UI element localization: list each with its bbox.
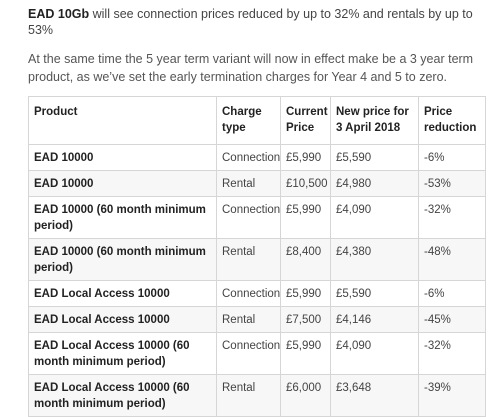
cell-charge-type: Connection xyxy=(216,196,281,239)
cell-new-price: £5,590 xyxy=(330,144,419,171)
intro-text: will see connection prices reduced by up… xyxy=(28,7,473,37)
article-content: EAD 10Gb will see connection prices redu… xyxy=(28,6,488,417)
table-row: EAD Local Access 10000 (60 month minimum… xyxy=(28,332,486,375)
header-current-price: Current Price xyxy=(280,96,331,145)
cell-new-price: £5,590 xyxy=(330,280,419,307)
cell-product: EAD Local Access 10000 (60 month minimum… xyxy=(28,374,217,417)
cell-price-reduction: -6% xyxy=(418,144,486,171)
table-row: EAD Local Access 10000 Connection £5,990… xyxy=(28,280,486,307)
cell-new-price: £4,380 xyxy=(330,238,419,281)
cell-product: EAD 10000 xyxy=(28,144,217,171)
cell-new-price: £4,090 xyxy=(330,332,419,375)
header-new-price: New price for 3 April 2018 xyxy=(330,96,419,145)
table-row: EAD Local Access 10000 (60 month minimum… xyxy=(28,374,486,417)
table-header-row: Product Charge type Current Price New pr… xyxy=(28,96,486,145)
cell-price-reduction: -6% xyxy=(418,280,486,307)
cell-charge-type: Rental xyxy=(216,306,281,333)
cell-new-price: £3,648 xyxy=(330,374,419,417)
cell-charge-type: Connection xyxy=(216,332,281,375)
cell-price-reduction: -45% xyxy=(418,306,486,333)
cell-current-price: £8,400 xyxy=(280,238,331,281)
cell-product: EAD 10000 (60 month minimum period) xyxy=(28,238,217,281)
cell-current-price: £5,990 xyxy=(280,332,331,375)
intro-bold-lead: EAD 10Gb xyxy=(28,7,90,21)
cell-current-price: £5,990 xyxy=(280,144,331,171)
cell-new-price: £4,146 xyxy=(330,306,419,333)
table-row: EAD Local Access 10000 Rental £7,500 £4,… xyxy=(28,306,486,333)
table-row: EAD 10000 (60 month minimum period) Conn… xyxy=(28,196,486,239)
price-table: Product Charge type Current Price New pr… xyxy=(28,96,486,417)
cell-price-reduction: -48% xyxy=(418,238,486,281)
intro-paragraph: EAD 10Gb will see connection prices redu… xyxy=(28,6,488,38)
cell-current-price: £6,000 xyxy=(280,374,331,417)
cell-product: EAD Local Access 10000 (60 month minimum… xyxy=(28,332,217,375)
cell-price-reduction: -32% xyxy=(418,196,486,239)
header-product: Product xyxy=(28,96,217,145)
cell-product: EAD 10000 xyxy=(28,170,217,197)
table-row: EAD 10000 (60 month minimum period) Rent… xyxy=(28,238,486,281)
cell-charge-type: Connection xyxy=(216,144,281,171)
header-charge-type: Charge type xyxy=(216,96,281,145)
cell-new-price: £4,980 xyxy=(330,170,419,197)
cell-price-reduction: -39% xyxy=(418,374,486,417)
cell-charge-type: Rental xyxy=(216,238,281,281)
header-price-reduction: Price reduction xyxy=(418,96,486,145)
cell-charge-type: Connection xyxy=(216,280,281,307)
cell-product: EAD Local Access 10000 xyxy=(28,306,217,333)
cell-product: EAD Local Access 10000 xyxy=(28,280,217,307)
table-row: EAD 10000 Connection £5,990 £5,590 -6% xyxy=(28,144,486,171)
cell-current-price: £10,500 xyxy=(280,170,331,197)
cell-current-price: £5,990 xyxy=(280,280,331,307)
cell-new-price: £4,090 xyxy=(330,196,419,239)
cell-charge-type: Rental xyxy=(216,374,281,417)
cell-price-reduction: -32% xyxy=(418,332,486,375)
cell-charge-type: Rental xyxy=(216,170,281,197)
cell-price-reduction: -53% xyxy=(418,170,486,197)
cell-product: EAD 10000 (60 month minimum period) xyxy=(28,196,217,239)
table-row: EAD 10000 Rental £10,500 £4,980 -53% xyxy=(28,170,486,197)
cell-current-price: £7,500 xyxy=(280,306,331,333)
cell-current-price: £5,990 xyxy=(280,196,331,239)
term-note-paragraph: At the same time the 5 year term variant… xyxy=(28,52,474,84)
